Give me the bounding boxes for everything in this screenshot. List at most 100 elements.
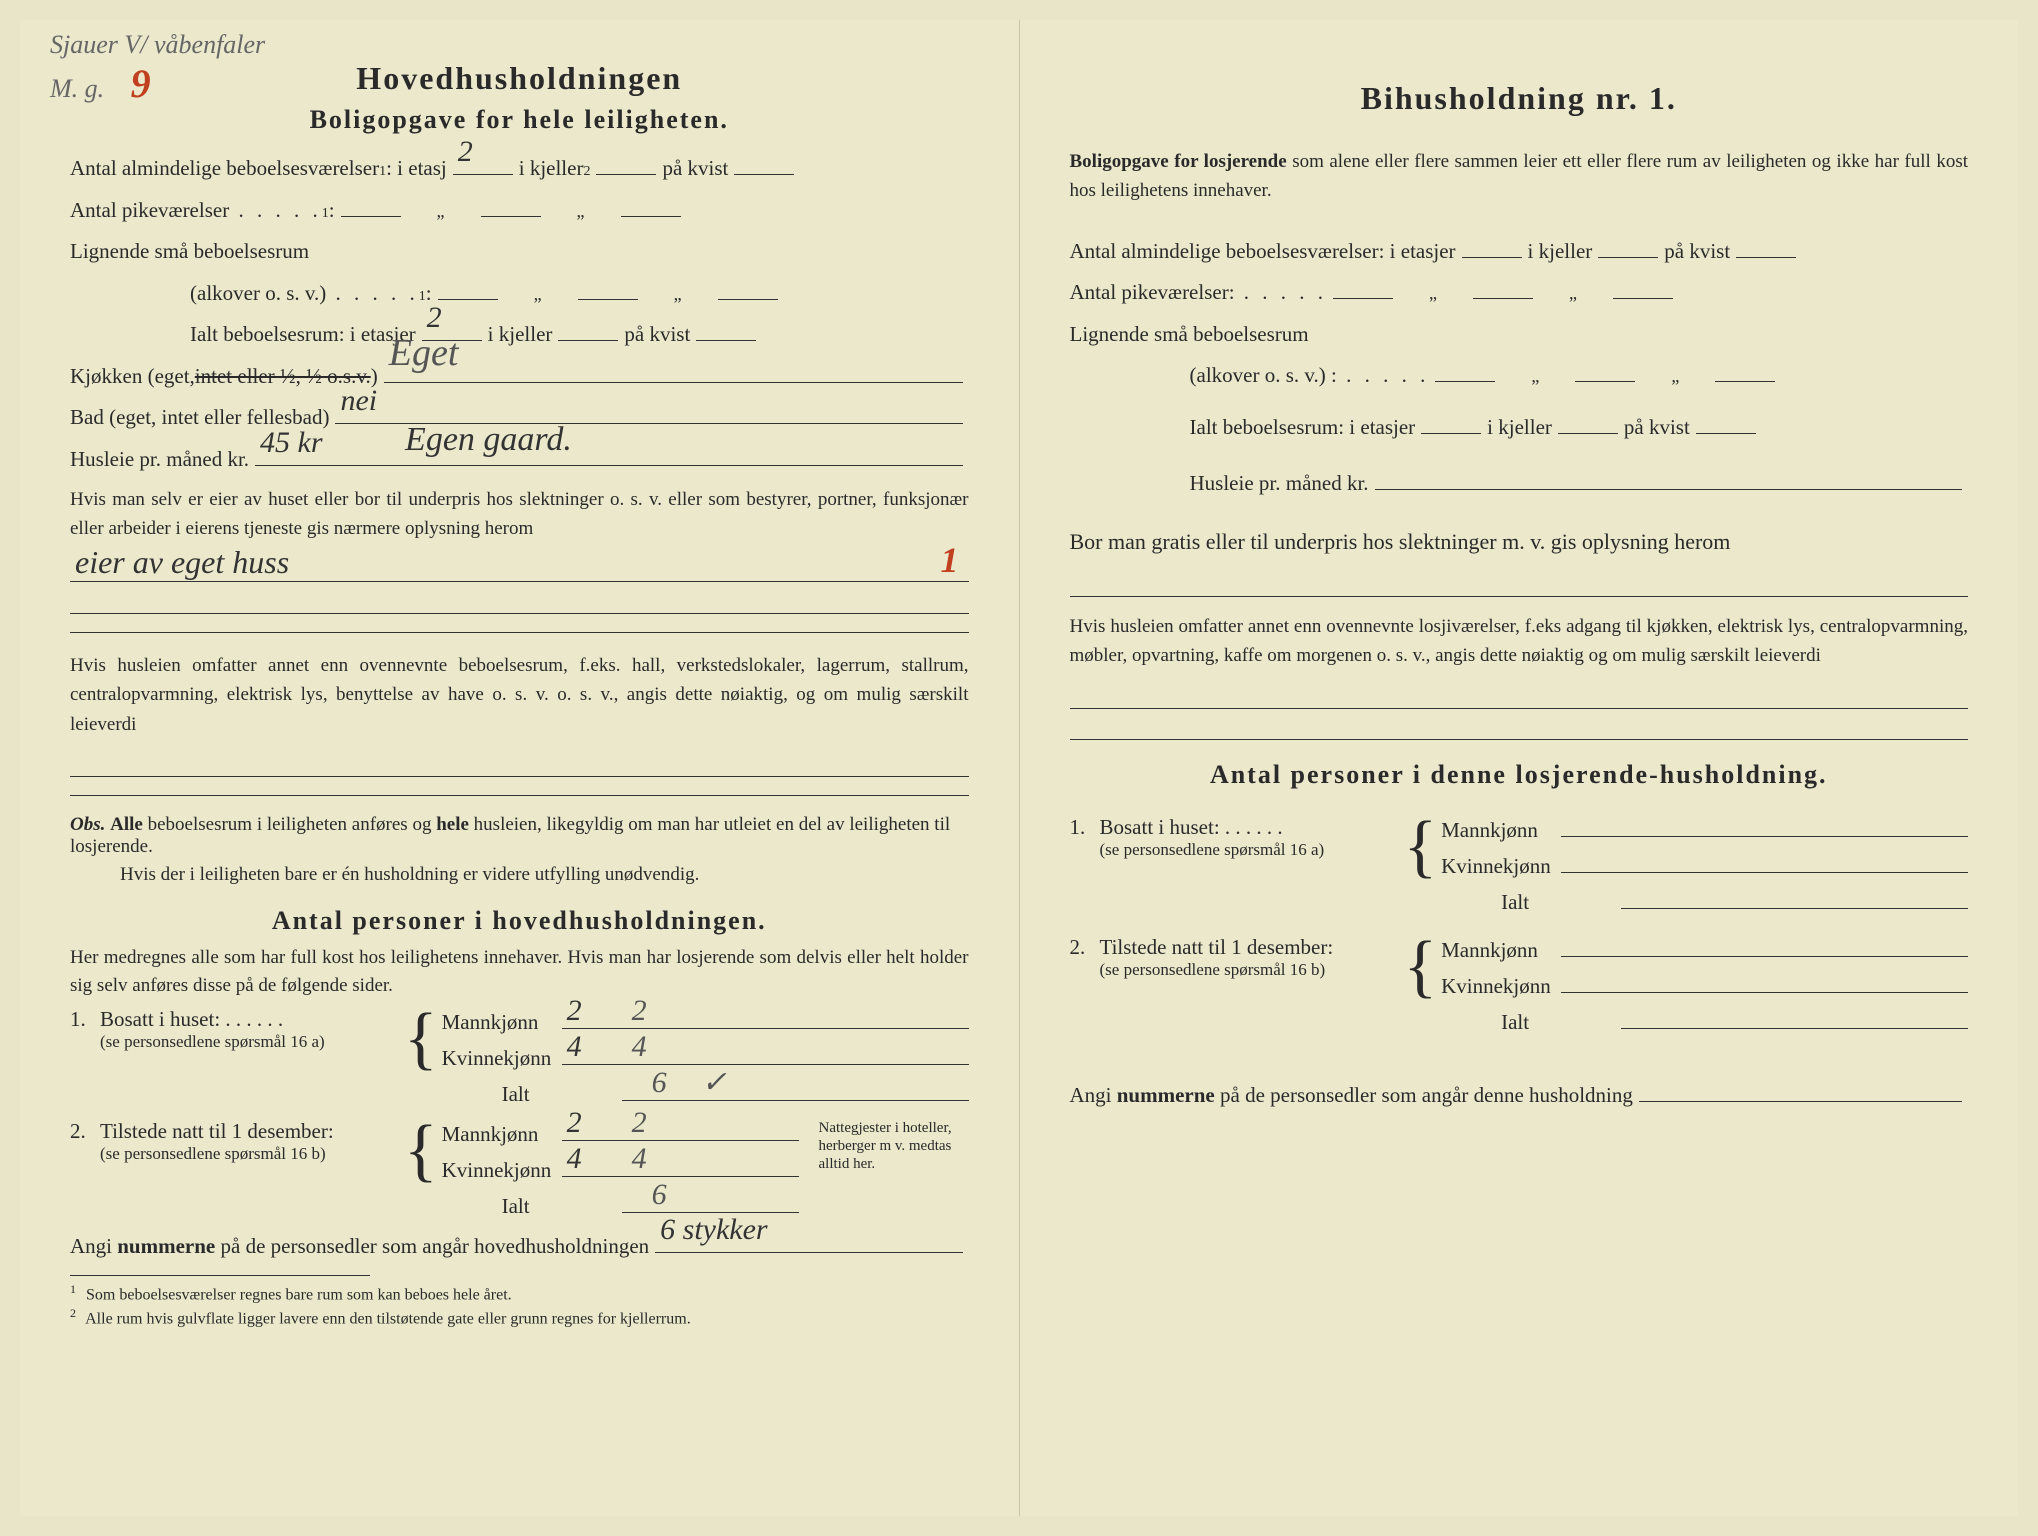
r-label-alkover: (alkover o. s. v.) : bbox=[1190, 360, 1430, 392]
fill-pike3 bbox=[621, 195, 681, 217]
q1-kvinne-label: Kvinnekjønn bbox=[442, 1046, 562, 1071]
r-paragraph-bor: Bor man gratis eller til underpris hos s… bbox=[1070, 525, 1969, 559]
line-hvis: eier av eget huss 1 bbox=[70, 554, 969, 582]
r-angi-row: Angi nummerne på de personsedler som ang… bbox=[1070, 1080, 1969, 1112]
r-row-pike: Antal pikeværelser: „ „ bbox=[1070, 277, 1969, 309]
red-number: 9 bbox=[131, 61, 151, 106]
r-q2-mann-fill bbox=[1561, 935, 1968, 957]
fill-kjokken: Eget bbox=[384, 361, 963, 383]
fn2-num: 2 bbox=[70, 1306, 76, 1320]
r-line-bor bbox=[1070, 569, 1969, 597]
r-row-alkover: (alkover o. s. v.) : „ „ bbox=[1070, 360, 1969, 392]
natte-note: Nattegjester i hoteller, herberger m v. … bbox=[819, 1119, 969, 1173]
r-fill-k1 bbox=[1598, 236, 1658, 258]
red-1: 1 bbox=[941, 539, 959, 581]
r-paragraph-hvis: Hvis husleien omfatter annet enn ovennev… bbox=[1070, 612, 1969, 671]
r-q2-sub: (se personsedlene spørsmål 16 b) bbox=[1100, 960, 1400, 980]
label-kvist: på kvist bbox=[662, 153, 728, 185]
r-label-kjeller2: i kjeller bbox=[1487, 412, 1552, 444]
angi-val: 6 stykker bbox=[660, 1207, 767, 1252]
fill-alk2 bbox=[578, 278, 638, 300]
r-row-antal-alm: Antal almindelige beboelsesværelser: i e… bbox=[1070, 236, 1969, 268]
q2-mann-r: 2 bbox=[632, 1106, 647, 1140]
line-hvis2 bbox=[70, 586, 969, 614]
val-hvis: eier av eget huss bbox=[75, 544, 289, 581]
fill-kjeller1 bbox=[596, 153, 656, 175]
r-q2-section: 2. Tilstede natt til 1 desember: (se per… bbox=[1070, 935, 1969, 1035]
paragraph-hvis-husleien: Hvis husleien omfatter annet enn ovennev… bbox=[70, 651, 969, 739]
r-q2-num: 2. bbox=[1070, 935, 1100, 960]
q2-num: 2. bbox=[70, 1119, 100, 1144]
r-q1-kvinne-fill bbox=[1561, 851, 1968, 873]
r-row-husleie: Husleie pr. måned kr. bbox=[1070, 468, 1969, 500]
obs-line: Obs. Alle beboelsesrum i leiligheten anf… bbox=[70, 814, 969, 858]
q2-section: 2. Tilstede natt til 1 desember: (se per… bbox=[70, 1119, 969, 1219]
q2-mann: 2 bbox=[567, 1106, 582, 1140]
r-row-lignende: Lignende små beboelsesrum bbox=[1070, 319, 1969, 351]
label-antal-pike: Antal pikeværelser bbox=[70, 195, 322, 227]
r-q2-label: Tilstede natt til 1 desember: bbox=[1100, 935, 1334, 959]
footnote-1: 1 Som beboelsesværelser regnes bare rum … bbox=[70, 1282, 969, 1304]
fill-kvist1 bbox=[734, 153, 794, 175]
r-fill-p2 bbox=[1473, 277, 1533, 299]
r-line-hvis bbox=[1070, 681, 1969, 709]
r-q2-kvinne-fill bbox=[1561, 971, 1968, 993]
r-angi-text: Angi nummerne på de personsedler som ang… bbox=[1070, 1080, 1633, 1112]
obs-label: Obs. bbox=[70, 814, 105, 835]
r-fill-ik bbox=[1558, 412, 1618, 434]
r-q2-label-wrap: Tilstede natt til 1 desember: (se person… bbox=[1100, 935, 1400, 980]
angi-text: Angi nummerne på de personsedler som ang… bbox=[70, 1231, 649, 1263]
r-fill-husleie bbox=[1375, 468, 1962, 490]
val-husleie-extra: Egen gaard. bbox=[405, 414, 572, 465]
r-q2-kvinne-label: Kvinnekjønn bbox=[1441, 974, 1561, 999]
r-label-husleie: Husleie pr. måned kr. bbox=[1190, 468, 1369, 500]
r-label-lignende: Lignende små beboelsesrum bbox=[1070, 319, 1309, 351]
row-lignende: Lignende små beboelsesrum bbox=[70, 236, 969, 268]
val-husleie: 45 kr bbox=[260, 420, 323, 465]
r-antal-title: Antal personer i denne losjerende-hushol… bbox=[1070, 760, 1969, 790]
r-fill-a3 bbox=[1715, 360, 1775, 382]
r-fill-ie bbox=[1421, 412, 1481, 434]
q1-ialt-fill: 6 ✓ bbox=[622, 1079, 969, 1101]
r-fill-a2 bbox=[1575, 360, 1635, 382]
r-label-pike: Antal pikeværelser: bbox=[1070, 277, 1328, 309]
q1-section: 1. Bosatt i huset: . . . . . . (se perso… bbox=[70, 1007, 969, 1107]
q1-sub: (se personsedlene spørsmål 16 a) bbox=[100, 1032, 400, 1052]
r-fill-e1 bbox=[1462, 236, 1522, 258]
label-antal-alm: Antal almindelige beboelsesværelser bbox=[70, 153, 379, 185]
r-label-ialt: Ialt beboelsesrum: i etasjer bbox=[1190, 412, 1416, 444]
q1-mann: 2 bbox=[567, 994, 582, 1028]
r-q2-fields: Mannkjønn Kvinnekjønn Ialt bbox=[1441, 935, 1968, 1035]
fn1-num: 1 bbox=[70, 1282, 76, 1296]
label-kvist2: på kvist bbox=[624, 319, 690, 351]
label-etasj: : i etasj bbox=[386, 153, 447, 185]
r-q2-mann-label: Mannkjønn bbox=[1441, 938, 1561, 963]
sup1b: 1 bbox=[322, 203, 329, 224]
q1-kvinne: 4 bbox=[567, 1030, 582, 1064]
footnote-divider bbox=[70, 1275, 370, 1276]
q1-ialt: 6 bbox=[652, 1066, 667, 1100]
annotation-2: M. g. bbox=[50, 74, 104, 103]
q1-mann-label: Mannkjønn bbox=[442, 1010, 562, 1035]
sup1c: 1 bbox=[419, 286, 426, 307]
r-q1-num: 1. bbox=[1070, 815, 1100, 840]
q2-kvinne-label: Kvinnekjønn bbox=[442, 1158, 562, 1183]
r-fill-p1 bbox=[1333, 277, 1393, 299]
fill-etasj1: 2 bbox=[453, 153, 513, 175]
val-bad: nei bbox=[340, 378, 377, 423]
divider-2 bbox=[70, 795, 969, 796]
q2-mann-fill: 2 2 bbox=[562, 1119, 799, 1141]
q2-kvinne: 4 bbox=[567, 1142, 582, 1176]
q1-fields: Mannkjønn 2 2 Kvinnekjønn 4 4 Ialt 6 ✓ bbox=[442, 1007, 969, 1107]
right-title: Bihusholdning nr. 1. bbox=[1070, 80, 1969, 117]
r-q1-sub: (se personsedlene spørsmål 16 a) bbox=[1100, 840, 1400, 860]
r-fill-a1 bbox=[1435, 360, 1495, 382]
fill-ialt-kv bbox=[696, 319, 756, 341]
fn2-text: Alle rum hvis gulvflate ligger lavere en… bbox=[85, 1310, 691, 1327]
r-fill-p3 bbox=[1613, 277, 1673, 299]
label-husleie: Husleie pr. måned kr. bbox=[70, 444, 249, 476]
right-page: Bihusholdning nr. 1. Boligopgave for los… bbox=[1020, 20, 2019, 1516]
annotation-1: Sjauer V/ våbenfaler bbox=[50, 30, 265, 59]
q2-fields: Mannkjønn 2 2 Kvinnekjønn 4 4 Ialt 6 bbox=[442, 1119, 799, 1219]
r-row-ialt: Ialt beboelsesrum: i etasjer i kjeller p… bbox=[1070, 412, 1969, 444]
